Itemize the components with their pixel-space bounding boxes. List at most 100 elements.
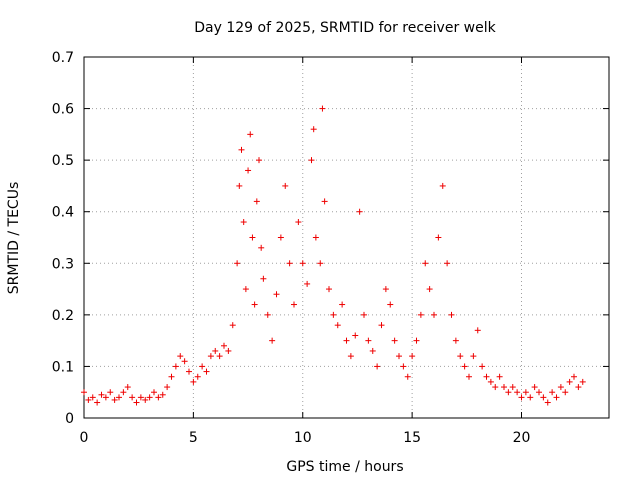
data-point — [479, 363, 486, 370]
plot-frame — [83, 56, 610, 419]
data-point — [339, 301, 346, 308]
data-point — [256, 157, 262, 164]
data-point — [236, 182, 243, 189]
y-tick-label: 0.7 — [52, 50, 74, 66]
data-point — [116, 394, 122, 401]
data-point — [89, 394, 96, 401]
data-point — [553, 394, 560, 401]
data-point — [81, 389, 87, 396]
data-point — [422, 260, 429, 267]
data-point — [352, 332, 359, 339]
data-point — [544, 399, 551, 406]
data-point — [155, 394, 162, 401]
data-point — [120, 389, 127, 396]
data-point — [124, 384, 131, 391]
data-point — [310, 126, 317, 133]
x-tick-label: 0 — [80, 430, 89, 446]
data-point — [102, 394, 109, 401]
y-tick-label: 0.5 — [52, 153, 74, 169]
data-point — [461, 363, 468, 370]
y-tick-label: 0.1 — [52, 359, 74, 375]
data-point — [264, 311, 271, 318]
data-point — [269, 337, 276, 344]
data-point — [164, 384, 171, 391]
data-point — [221, 342, 227, 349]
data-point — [365, 337, 372, 344]
data-point — [426, 286, 433, 293]
data-point — [312, 234, 319, 241]
data-point — [245, 167, 252, 174]
data-point — [299, 260, 306, 267]
x-tick-label: 10 — [294, 430, 312, 446]
data-point — [137, 394, 144, 401]
data-point — [159, 391, 166, 398]
data-point — [133, 399, 140, 406]
data-point — [107, 389, 114, 396]
data-point — [194, 373, 201, 380]
y-tick-label: 0 — [65, 411, 74, 427]
data-point — [492, 384, 499, 391]
data-point — [549, 389, 556, 396]
x-axis-label: GPS time / hours — [286, 459, 403, 475]
data-point — [190, 378, 197, 385]
data-point — [531, 384, 538, 391]
data-point — [94, 399, 101, 406]
data-point — [234, 260, 241, 267]
data-point — [98, 391, 105, 398]
data-point — [225, 347, 232, 354]
data-point — [199, 363, 206, 370]
data-point — [509, 384, 516, 391]
data-point — [343, 337, 350, 344]
data-point — [505, 389, 512, 396]
data-point — [203, 368, 210, 375]
data-point — [229, 322, 236, 329]
data-point — [129, 394, 136, 401]
data-point — [501, 384, 507, 391]
y-tick-label: 0.2 — [52, 308, 74, 324]
data-point — [457, 353, 464, 360]
data-point — [181, 358, 188, 365]
data-point — [291, 301, 297, 308]
data-point — [409, 353, 416, 360]
data-points — [81, 105, 586, 406]
data-point — [579, 378, 586, 385]
data-point — [295, 219, 302, 226]
data-point — [518, 394, 525, 401]
y-tick-label: 0.3 — [52, 256, 74, 272]
data-point — [540, 394, 547, 401]
data-point — [448, 311, 455, 318]
data-point — [439, 182, 446, 189]
data-point — [146, 394, 153, 401]
y-tick-label: 0.6 — [52, 102, 74, 118]
data-point — [575, 384, 582, 391]
data-point — [522, 389, 529, 396]
data-point — [111, 396, 118, 403]
data-point — [308, 157, 315, 164]
data-point — [536, 389, 542, 396]
data-point — [247, 131, 254, 138]
data-point — [378, 322, 385, 329]
y-axis-label: SRMTID / TECUs — [6, 182, 22, 295]
data-point — [277, 234, 284, 241]
data-point — [151, 389, 157, 396]
data-point — [400, 363, 407, 370]
data-point — [374, 363, 381, 370]
data-point — [487, 378, 494, 385]
x-tick-label: 20 — [513, 430, 531, 446]
data-point — [557, 384, 564, 391]
data-point — [369, 347, 376, 354]
data-point — [452, 337, 459, 344]
data-point — [474, 327, 481, 334]
data-point — [251, 301, 258, 308]
data-point — [326, 286, 332, 293]
data-point — [527, 394, 534, 401]
x-tick-label: 5 — [189, 430, 198, 446]
data-point — [435, 234, 442, 241]
data-point — [177, 353, 184, 360]
data-point — [431, 311, 437, 318]
data-point — [304, 280, 311, 287]
data-point — [496, 373, 503, 380]
grid-lines — [84, 57, 609, 418]
data-point — [216, 353, 223, 360]
